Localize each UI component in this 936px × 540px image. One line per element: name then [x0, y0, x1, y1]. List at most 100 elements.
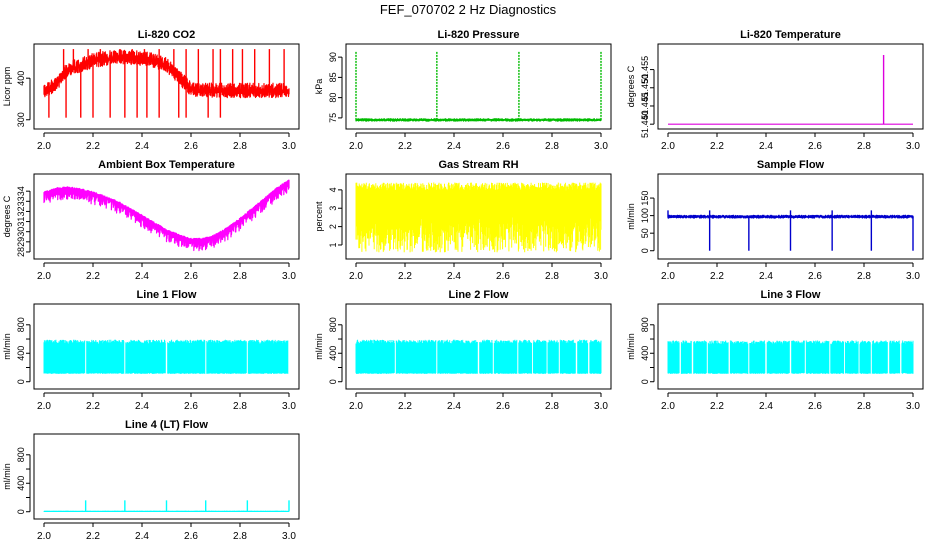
chart-title: Line 2 Flow: [449, 289, 509, 301]
x-tick-label: 3.0: [282, 271, 296, 282]
x-tick-label: 2.6: [808, 141, 822, 152]
y-tick-label: 800: [640, 317, 650, 332]
chart-box_temp: Ambient Box Temperature 2.0 2.2 2.4 2.6 2.8 3.…: [2, 159, 300, 282]
x-tick-label: 2.6: [496, 401, 510, 412]
y-tick-label: 90: [328, 52, 338, 62]
x-tick-label: 3.0: [594, 401, 608, 412]
y-tick-label: 51.445: [640, 92, 650, 120]
y-axis-label: ml/min: [2, 463, 12, 490]
plot-frame: [657, 173, 924, 260]
data-layer: [355, 51, 602, 122]
y-tick-label: 300: [16, 112, 26, 127]
x-tick-label: 3.0: [906, 401, 920, 412]
y-tick-label: 31: [16, 217, 26, 227]
x-tick-label: 2.6: [184, 271, 198, 282]
x-tick-label: 2.0: [349, 271, 363, 282]
series-band: [667, 340, 914, 374]
y-tick-label: 29: [16, 237, 26, 247]
x-tick-label: 2.2: [710, 401, 724, 412]
y-tick-label: 400: [16, 346, 26, 361]
x-tick-label: 2.6: [184, 141, 198, 152]
x-tick-label: 2.6: [184, 401, 198, 412]
y-tick-label: 800: [16, 447, 26, 462]
y-tick-label: 51.455: [640, 56, 650, 84]
data-layer: [43, 339, 289, 374]
x-tick-label: 3.0: [282, 401, 296, 412]
x-tick-label: 2.2: [86, 401, 100, 412]
plot-frame: [33, 43, 300, 130]
chart-title: Li-820 Pressure: [438, 29, 520, 41]
x-tick-label: 2.4: [447, 401, 461, 412]
y-tick-label: 400: [328, 346, 338, 361]
data-layer: [355, 339, 602, 374]
x-tick-label: 2.6: [496, 141, 510, 152]
x-tick-label: 3.0: [282, 531, 296, 540]
x-tick-label: 2.0: [349, 401, 363, 412]
x-tick-label: 2.0: [37, 141, 51, 152]
chart-line3: Line 3 Flow 2.0 2.2 2.4 2.6 2.8 3.0 0 400 800 ml/m…: [626, 289, 924, 412]
y-tick-label: 2: [328, 224, 338, 229]
chart-pressure: Li-820 Pressure 2.0 2.2 2.4 2.6 2.8 3.0 75 80 85 9…: [314, 29, 612, 152]
x-tick-label: 2.0: [37, 401, 51, 412]
y-axis-label: degrees C: [626, 65, 636, 107]
y-axis-label: Licor ppm: [2, 67, 12, 107]
y-tick-label: 75: [328, 113, 338, 123]
x-tick-label: 2.6: [496, 271, 510, 282]
x-tick-label: 2.4: [759, 271, 773, 282]
x-tick-label: 2.8: [233, 271, 247, 282]
chart-co2: Li-820 CO2 2.0 2.2 2.4 2.6 2.8 3.0 300 400 Licor …: [2, 29, 300, 152]
x-tick-label: 2.4: [447, 271, 461, 282]
y-axis-label: percent: [314, 201, 324, 232]
y-axis-label: ml/min: [314, 333, 324, 360]
y-axis-label: ml/min: [626, 333, 636, 360]
x-tick-label: 2.0: [661, 141, 675, 152]
plot-frame: [33, 173, 300, 260]
x-tick-label: 3.0: [906, 141, 920, 152]
x-tick-label: 2.4: [135, 401, 149, 412]
x-tick-label: 3.0: [906, 271, 920, 282]
plot-frame: [345, 303, 612, 390]
x-tick-label: 2.0: [661, 401, 675, 412]
x-tick-label: 2.8: [857, 401, 871, 412]
x-tick-label: 2.8: [233, 401, 247, 412]
x-tick-label: 3.0: [594, 271, 608, 282]
chart-title: Line 4 (LT) Flow: [125, 419, 208, 431]
plot-frame: [33, 303, 300, 390]
x-tick-label: 2.2: [398, 271, 412, 282]
plot-frame: [657, 43, 924, 130]
x-tick-label: 2.8: [233, 531, 247, 540]
y-axis-label: ml/min: [2, 333, 12, 360]
chart-title: Gas Stream RH: [438, 159, 518, 171]
x-tick-label: 2.4: [759, 401, 773, 412]
x-tick-label: 2.4: [135, 141, 149, 152]
series-band: [43, 339, 289, 374]
chart-rh: Gas Stream RH 2.0 2.2 2.4 2.6 2.8 3.0 1 2 3 4 perce…: [314, 159, 612, 282]
data-layer: [43, 49, 290, 118]
x-tick-label: 3.0: [594, 141, 608, 152]
data-layer: [355, 182, 602, 253]
chart-line1: Line 1 Flow 2.0 2.2 2.4 2.6 2.8 3.0 0 400 800 ml/m…: [2, 289, 300, 412]
y-tick-label: 100: [640, 208, 650, 223]
y-tick-label: 32: [16, 206, 26, 216]
series-band: [355, 339, 602, 374]
chart-title: Line 1 Flow: [137, 289, 197, 301]
y-tick-label: 80: [328, 93, 338, 103]
plot-frame: [345, 173, 612, 260]
data-layer: [667, 55, 914, 125]
x-tick-label: 2.2: [86, 141, 100, 152]
y-axis-label: ml/min: [626, 203, 636, 230]
chart-title: Line 3 Flow: [761, 289, 821, 301]
chart-sample_flow: Sample Flow 2.0 2.2 2.4 2.6 2.8 3.0 0 50 100 150 ml…: [626, 159, 924, 282]
x-tick-label: 2.6: [184, 531, 198, 540]
y-tick-label: 3: [328, 206, 338, 211]
x-tick-label: 2.2: [398, 401, 412, 412]
y-tick-label: 85: [328, 72, 338, 82]
x-tick-label: 2.8: [857, 141, 871, 152]
x-tick-label: 2.0: [37, 271, 51, 282]
series-line: [43, 179, 290, 252]
y-tick-label: 51.440: [640, 110, 650, 138]
x-tick-label: 2.6: [808, 271, 822, 282]
y-tick-label: 150: [640, 191, 650, 206]
chart-line4: Line 4 (LT) Flow 2.0 2.2 2.4 2.6 2.8 3.0 0 400 80…: [2, 419, 300, 540]
